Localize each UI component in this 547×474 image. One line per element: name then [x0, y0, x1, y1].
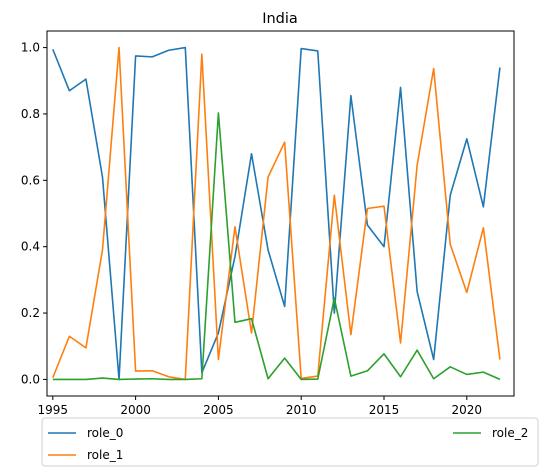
y-axis: 0.0 0.2 0.4 0.6 0.8 1.0 — [21, 41, 47, 386]
legend[interactable]: role_0 role_1 role_2 — [41, 417, 539, 467]
y-tick-label: 1.0 — [21, 41, 40, 55]
x-tick-label: 2000 — [120, 403, 151, 417]
y-tick-label: 0.8 — [21, 107, 40, 121]
y-tick-label: 0.4 — [21, 240, 40, 254]
series-line-role-2 — [52, 112, 501, 381]
legend-label: role_0 — [87, 426, 123, 440]
x-tick-label: 2005 — [203, 403, 234, 417]
series-lines — [52, 46, 501, 381]
y-tick-label: 0.2 — [21, 306, 40, 320]
legend-item-role-2[interactable]: role_2 — [453, 426, 528, 440]
legend-item-role-1[interactable]: role_1 — [48, 448, 123, 462]
legend-label: role_1 — [87, 448, 123, 462]
x-tick-label: 2020 — [452, 403, 483, 417]
plot-frame — [46, 30, 515, 397]
legend-label: role_2 — [492, 426, 528, 440]
x-tick-label: 1995 — [38, 403, 69, 417]
series-line-role-1 — [52, 46, 501, 381]
legend-item-role-0[interactable]: role_0 — [48, 426, 123, 440]
x-tick-label: 2015 — [369, 403, 400, 417]
legend-frame — [41, 417, 539, 467]
y-tick-label: 0.6 — [21, 173, 40, 187]
chart-title: India — [262, 11, 298, 27]
series-line-role-0 — [52, 46, 501, 381]
x-axis: 1995 2000 2005 2010 2015 2020 — [38, 396, 483, 417]
x-tick-label: 2010 — [286, 403, 317, 417]
y-tick-label: 0.0 — [21, 372, 40, 386]
